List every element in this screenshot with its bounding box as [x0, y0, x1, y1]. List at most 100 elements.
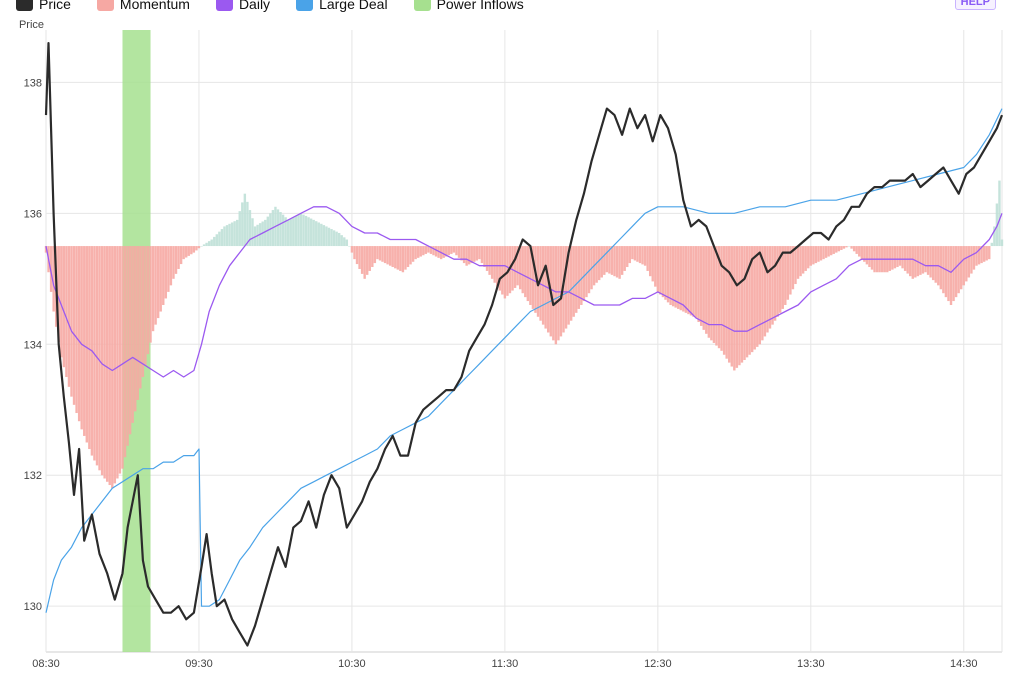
momentum-bar [493, 246, 496, 283]
momentum-bar [172, 246, 175, 279]
momentum-bar [763, 246, 767, 337]
series-lines-layer [44, 42, 1004, 647]
momentum-bar [248, 210, 252, 247]
momentum-bar [689, 246, 693, 316]
momentum-bar [837, 246, 841, 252]
momentum-bar [717, 246, 721, 349]
momentum-bar [623, 246, 626, 271]
momentum-bar [246, 201, 249, 247]
momentum-bar [712, 246, 716, 343]
momentum-bar [888, 246, 892, 271]
momentum-bar [534, 246, 537, 313]
momentum-bar [322, 225, 326, 247]
momentum-bar [993, 226, 996, 247]
legend-item-momentum[interactable]: Momentum [96, 0, 190, 12]
momentum-bar [697, 246, 700, 323]
momentum-bar [391, 246, 394, 268]
momentum-bar [218, 231, 221, 247]
momentum-bar [931, 246, 935, 281]
momentum-bar [952, 246, 955, 302]
momentum-bar [455, 246, 458, 256]
momentum-bar [343, 237, 346, 247]
momentum-bar [251, 218, 254, 247]
momentum-bar [470, 246, 473, 264]
legend-item-daily[interactable]: Daily [215, 0, 270, 12]
momentum-bar [210, 239, 213, 247]
momentum-bar [567, 246, 570, 325]
momentum-bar [638, 246, 642, 264]
momentum-bar [661, 246, 665, 298]
momentum-bar [213, 236, 216, 247]
legend-item-price[interactable]: Price [16, 0, 71, 12]
momentum-bar [174, 246, 178, 274]
momentum-bar [773, 246, 777, 321]
momentum-bar [52, 246, 55, 312]
momentum-bar [970, 246, 973, 274]
momentum-bar [518, 246, 522, 290]
momentum-bar [475, 246, 479, 261]
momentum-bar [855, 246, 858, 254]
legend-item-large-deal[interactable]: Large Deal [296, 0, 388, 12]
momentum-bar [355, 246, 359, 265]
x-tick-label: 10:30 [338, 658, 366, 670]
momentum-bar [202, 244, 206, 247]
momentum-bar [779, 246, 782, 313]
momentum-bar [60, 246, 63, 358]
momentum-bar [330, 229, 333, 247]
momentum-bar [146, 246, 150, 355]
momentum-bar [381, 246, 384, 262]
y-tick-label: 130 [24, 601, 42, 613]
momentum-bar [360, 246, 364, 274]
help-button[interactable]: HELP [954, 0, 996, 10]
momentum-bar [868, 246, 871, 268]
momentum-bar [320, 223, 323, 247]
momentum-bar [677, 246, 680, 309]
momentum-bar [480, 246, 484, 264]
momentum-bar [478, 246, 481, 260]
momentum-bar [281, 214, 285, 247]
momentum-bar [613, 246, 616, 277]
momentum-bar [960, 246, 963, 290]
momentum-bar [870, 246, 874, 270]
momentum-bar [325, 226, 328, 247]
legend-item-power-inflows[interactable]: Power Inflows [413, 0, 524, 12]
momentum-bar [215, 234, 219, 247]
momentum-bar [934, 246, 937, 283]
momentum-bar [580, 246, 583, 305]
momentum-bar [513, 246, 517, 288]
momentum-bar [511, 246, 514, 291]
momentum-bar [552, 246, 555, 341]
momentum-bar [205, 242, 208, 247]
momentum-bar [626, 246, 629, 268]
momentum-bar [496, 246, 499, 287]
momentum-bar [901, 246, 904, 269]
momentum-bar [988, 246, 991, 260]
momentum-bar [111, 246, 114, 489]
momentum-bar [383, 246, 387, 264]
momentum-bar [636, 246, 639, 262]
momentum-bar [457, 246, 461, 258]
momentum-bar [139, 246, 142, 389]
momentum-bar [524, 246, 527, 298]
momentum-bar [692, 246, 695, 317]
momentum-bar [105, 246, 109, 482]
momentum-bar [406, 246, 410, 268]
momentum-bar [417, 246, 420, 258]
momentum-bar [781, 246, 784, 309]
momentum-bar [128, 246, 132, 435]
momentum-bar [312, 219, 315, 247]
momentum-bar [445, 246, 448, 257]
momentum-bar [164, 246, 168, 299]
momentum-bar [388, 246, 392, 266]
momentum-bar [177, 246, 180, 269]
momentum-bar [835, 246, 838, 253]
momentum-bar [424, 246, 428, 254]
momentum-bar [705, 246, 708, 334]
momentum-bar [796, 246, 800, 279]
momentum-bar [990, 242, 994, 247]
legend-swatch-large-deal [296, 0, 314, 11]
momentum-bar [722, 246, 726, 355]
momentum-bar [156, 246, 160, 319]
momentum-bar [414, 246, 417, 260]
